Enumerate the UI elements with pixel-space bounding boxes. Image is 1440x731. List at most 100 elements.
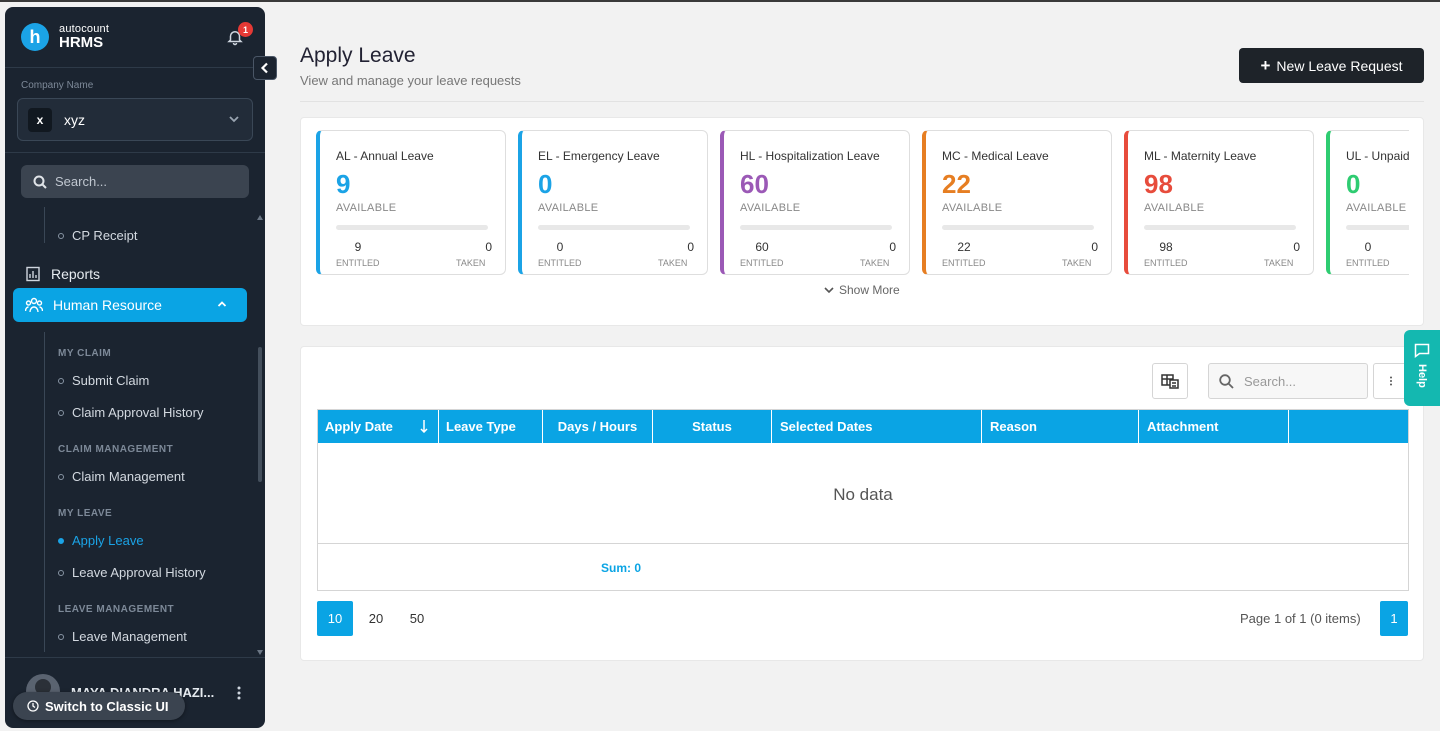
- leave-card-progress-bar: [336, 225, 488, 230]
- leave-card-entitled-label: ENTITLED: [740, 258, 784, 268]
- hrms-logo-icon: h: [21, 23, 49, 51]
- page-button-1[interactable]: 1: [1380, 601, 1408, 636]
- new-leave-request-button[interactable]: + New Leave Request: [1239, 48, 1424, 83]
- show-more-button[interactable]: Show More: [824, 283, 900, 297]
- leave-card-title: UL - Unpaid Leave: [1346, 149, 1409, 163]
- reports-icon: [26, 266, 40, 282]
- switch-classic-ui-button[interactable]: Switch to Classic UI: [13, 692, 185, 720]
- sidebar-item-label: CP Receipt: [72, 228, 138, 243]
- bullet-icon: [58, 633, 64, 640]
- leave-card-available-label: AVAILABLE: [740, 202, 801, 214]
- sidebar-item-reports[interactable]: Reports: [25, 266, 100, 282]
- table-search-input[interactable]: Search...: [1208, 363, 1368, 399]
- leave-card-entitled: 22: [957, 240, 971, 254]
- plus-icon: +: [1260, 55, 1271, 75]
- sidebar: h autocount HRMS 1 Company Name x xyz Se…: [5, 7, 265, 728]
- company-select[interactable]: x xyz: [17, 98, 253, 141]
- divider: [5, 152, 265, 153]
- bullet-icon: [58, 569, 64, 576]
- sidebar-item-label: Apply Leave: [72, 533, 144, 548]
- column-header-days-hours[interactable]: Days / Hours: [543, 410, 653, 443]
- sum-value: Sum: 0: [601, 561, 642, 575]
- bell-icon[interactable]: [226, 28, 244, 46]
- header-divider: [300, 101, 1424, 102]
- page-subtitle: View and manage your leave requests: [300, 73, 521, 88]
- leave-card-available: 22: [942, 169, 971, 199]
- scroll-up-arrow[interactable]: [257, 215, 263, 220]
- leave-card[interactable]: HL - Hospitalization Leave 60 AVAILABLE 60 0…: [720, 130, 910, 275]
- scroll-down-arrow[interactable]: [257, 650, 263, 655]
- sidebar-item-leave-management[interactable]: Leave Management: [58, 629, 187, 644]
- page-size-20[interactable]: 20: [368, 611, 384, 626]
- leave-card-progress-bar: [942, 225, 1094, 230]
- company-initial: x: [28, 107, 52, 132]
- page-info: Page 1 of 1 (0 items): [1240, 611, 1361, 626]
- kebab-menu-icon[interactable]: [237, 686, 241, 700]
- leave-card-available-label: AVAILABLE: [1144, 202, 1205, 214]
- leave-card-available-label: AVAILABLE: [1346, 202, 1407, 214]
- column-header-leave-type[interactable]: Leave Type: [439, 410, 543, 443]
- sidebar-item-leave-approval-history[interactable]: Leave Approval History: [58, 565, 206, 580]
- leave-card-title: AL - Annual Leave: [336, 149, 434, 163]
- sidebar-item-claim-approval-history[interactable]: Claim Approval History: [58, 405, 204, 420]
- leave-card-available-label: AVAILABLE: [336, 202, 397, 214]
- column-chooser-icon: [1161, 374, 1179, 389]
- sidebar-item-human-resource[interactable]: Human Resource: [13, 288, 247, 322]
- column-chooser-button[interactable]: [1152, 363, 1188, 399]
- leave-card-available: 0: [538, 169, 553, 199]
- sidebar-item-apply-leave[interactable]: Apply Leave: [58, 533, 144, 548]
- help-button[interactable]: Help: [1404, 330, 1440, 406]
- tree-line: [44, 332, 45, 652]
- column-header-attachment[interactable]: Attachment: [1139, 410, 1289, 443]
- leave-card-taken: 0: [1293, 240, 1300, 254]
- bullet-icon: [58, 232, 64, 239]
- column-header-selected-dates[interactable]: Selected Dates: [772, 410, 982, 443]
- page-size-50[interactable]: 50: [409, 611, 425, 626]
- new-leave-request-label: New Leave Request: [1276, 57, 1403, 74]
- collapse-sidebar-button[interactable]: [253, 56, 277, 80]
- leave-card-available: 98: [1144, 169, 1173, 199]
- column-header-status[interactable]: Status: [653, 410, 772, 443]
- sidebar-scrollbar[interactable]: [258, 347, 262, 482]
- leave-card-taken: 0: [485, 240, 492, 254]
- sidebar-search-input[interactable]: Search...: [21, 165, 249, 198]
- page-size-10[interactable]: 10: [317, 601, 353, 636]
- leave-card-title: EL - Emergency Leave: [538, 149, 660, 163]
- leave-card-taken: 0: [687, 240, 694, 254]
- column-header-label: Leave Type: [446, 419, 516, 434]
- column-header-label: Status: [692, 419, 732, 434]
- column-header-label: Attachment: [1147, 419, 1219, 434]
- sidebar-item-submit-claim[interactable]: Submit Claim: [58, 373, 149, 388]
- column-header-apply-date[interactable]: Apply Date: [318, 410, 439, 443]
- leave-card-entitled: 9: [354, 240, 362, 254]
- leave-card-entitled-label: ENTITLED: [336, 258, 380, 268]
- brand[interactable]: h autocount HRMS: [21, 23, 109, 51]
- sidebar-item-label: Reports: [51, 266, 101, 282]
- leave-card-title: HL - Hospitalization Leave: [740, 149, 880, 163]
- leave-card-title: MC - Medical Leave: [942, 149, 1049, 163]
- leave-card[interactable]: AL - Annual Leave 9 AVAILABLE 9 0 ENTITLED TAK…: [316, 130, 506, 275]
- notification-badge: 1: [238, 22, 253, 37]
- leave-card-taken: 0: [1091, 240, 1098, 254]
- leave-card[interactable]: MC - Medical Leave 22 AVAILABLE 22 0 ENTITLED…: [922, 130, 1112, 275]
- leave-card-taken-label: TAKEN: [860, 258, 890, 268]
- sidebar-item-claim-management[interactable]: Claim Management: [58, 469, 185, 484]
- column-header-reason[interactable]: Reason: [982, 410, 1139, 443]
- leave-card[interactable]: EL - Emergency Leave 0 AVAILABLE 0 0 ENTITLED…: [518, 130, 708, 275]
- clock-icon: [27, 700, 39, 712]
- brand-small-text: autocount: [59, 23, 110, 35]
- sidebar-menu: CP Receipt Reports Human Resource MY CLA…: [5, 207, 255, 652]
- empty-state-text: No data: [833, 485, 893, 504]
- show-more-label: Show More: [839, 283, 900, 297]
- leave-card[interactable]: ML - Maternity Leave 98 AVAILABLE 98 0 ENTITL…: [1124, 130, 1314, 275]
- column-header-label: Selected Dates: [780, 419, 873, 434]
- search-icon: [1219, 373, 1234, 389]
- sidebar-item-cp-receipt[interactable]: CP Receipt: [58, 228, 138, 243]
- leave-card[interactable]: UL - Unpaid Leave0AVAILABLE00ENTITLEDTAK…: [1326, 130, 1409, 275]
- leave-card-entitled-label: ENTITLED: [942, 258, 986, 268]
- bullet-icon: [58, 377, 64, 384]
- company-label: Company Name: [21, 80, 94, 91]
- top-border: [0, 0, 1440, 2]
- leave-card-available: 9: [336, 169, 351, 199]
- leave-card-entitled-label: ENTITLED: [1144, 258, 1188, 268]
